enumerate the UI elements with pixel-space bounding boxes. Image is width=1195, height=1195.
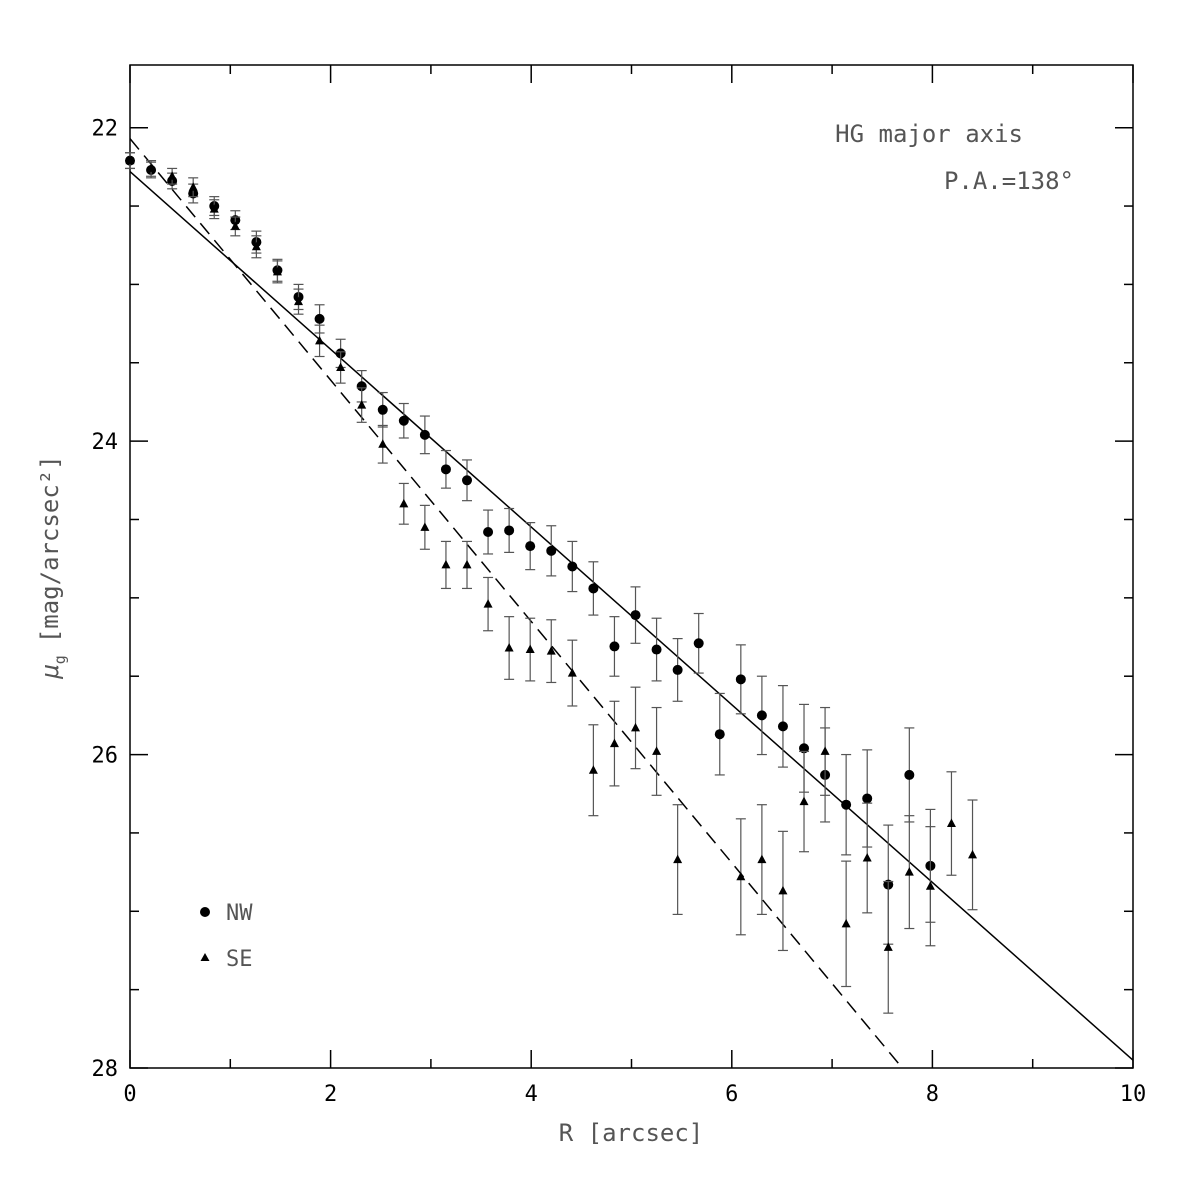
data-point-se (230, 221, 240, 230)
x-tick-label: 8 (926, 1082, 939, 1107)
data-point-nw (651, 644, 662, 655)
dashed-fit-line (129, 138, 903, 1069)
axis-ticks (129, 65, 1134, 1069)
data-point-se (567, 668, 577, 677)
data-point-nw (525, 541, 536, 552)
legend-marker-se (200, 953, 210, 961)
data-point-se (125, 155, 135, 165)
data-point-se (167, 171, 177, 180)
data-point-se (357, 400, 367, 409)
data-point-se (968, 849, 978, 859)
data-point-nw (904, 769, 915, 780)
y-tick-label: 22 (92, 117, 119, 142)
data-point-se (904, 867, 914, 876)
data-point-se (736, 871, 746, 881)
data-point-se (757, 854, 767, 864)
data-points (125, 152, 978, 1014)
data-point-se (946, 818, 956, 828)
data-point-nw (588, 583, 599, 594)
data-point-se (483, 599, 493, 608)
data-point-se (462, 559, 472, 569)
data-point-se (588, 765, 598, 774)
legend-marker-nw (200, 907, 210, 917)
data-point-nw (398, 415, 409, 426)
data-point-se (504, 642, 514, 652)
data-point-nw (419, 429, 430, 440)
data-point-se (609, 738, 619, 748)
data-point-nw (862, 793, 873, 804)
svg-text:μg[mag/arcsec²]: μg [mag/arcsec²] (36, 455, 69, 679)
data-point-nw (609, 641, 620, 652)
data-point-nw (462, 475, 473, 486)
annotation-pa: P.A.=138° (944, 167, 1074, 195)
data-point-nw (356, 381, 367, 392)
legend-label-nw: NW (226, 901, 253, 926)
data-point-se (525, 644, 535, 654)
data-point-nw (841, 799, 852, 810)
data-point-nw (672, 664, 683, 675)
data-point-se (272, 266, 282, 276)
data-point-nw (799, 743, 810, 754)
data-point-se (631, 722, 641, 732)
y-axis-units: [mag/arcsec²] (36, 455, 64, 643)
data-point-se (673, 854, 683, 864)
y-axis-subscript: g (51, 655, 69, 664)
series-nw (125, 152, 936, 945)
legend-label-se: SE (226, 947, 253, 972)
x-tick-label: 10 (1120, 1082, 1147, 1107)
data-point-nw (483, 527, 494, 538)
y-axis-symbol: μ (36, 664, 64, 679)
data-point-nw (567, 561, 578, 572)
data-point-nw (546, 545, 557, 556)
data-point-nw (735, 674, 746, 685)
y-axis-label: μg [mag/arcsec²] (36, 455, 69, 679)
data-point-se (251, 241, 261, 251)
x-tick-label: 4 (525, 1082, 538, 1107)
x-tick-label: 2 (324, 1082, 337, 1107)
data-point-se (146, 163, 156, 172)
data-point-nw (314, 313, 325, 324)
data-point-se (399, 498, 409, 508)
x-tick-label: 6 (725, 1082, 738, 1107)
data-point-se (652, 746, 662, 755)
y-tick-label: 26 (92, 744, 119, 769)
data-point-nw (440, 464, 451, 475)
annotation-title: HG major axis (835, 120, 1023, 148)
data-point-nw (630, 610, 641, 621)
data-point-nw (777, 721, 788, 732)
legend: NW SE (200, 901, 253, 972)
x-axis-label: R [arcsec] (559, 1119, 704, 1147)
data-point-se (546, 646, 556, 655)
data-point-se (420, 522, 430, 531)
data-point-se (778, 885, 788, 895)
fit-lines (129, 138, 1134, 1069)
plot-frame (129, 64, 1134, 1069)
data-point-nw (756, 710, 767, 721)
data-point-se (841, 918, 851, 928)
data-point-se (188, 182, 198, 191)
data-point-se (925, 881, 935, 890)
data-point-se (294, 296, 304, 306)
series-se (125, 152, 978, 1014)
data-point-nw (504, 525, 515, 536)
y-tick-label: 24 (92, 430, 119, 455)
data-point-se (799, 796, 809, 806)
x-tick-label: 0 (123, 1082, 136, 1107)
data-point-se (441, 559, 451, 569)
data-point-nw (714, 729, 725, 740)
data-point-se (820, 746, 830, 755)
y-tick-label: 28 (92, 1057, 119, 1082)
data-point-se (315, 335, 325, 345)
data-point-se (209, 204, 219, 213)
data-point-se (883, 942, 893, 951)
data-point-se (862, 852, 872, 862)
data-point-se (378, 439, 388, 448)
data-point-se (336, 362, 346, 371)
data-point-nw (693, 638, 704, 649)
data-point-nw (377, 404, 388, 415)
